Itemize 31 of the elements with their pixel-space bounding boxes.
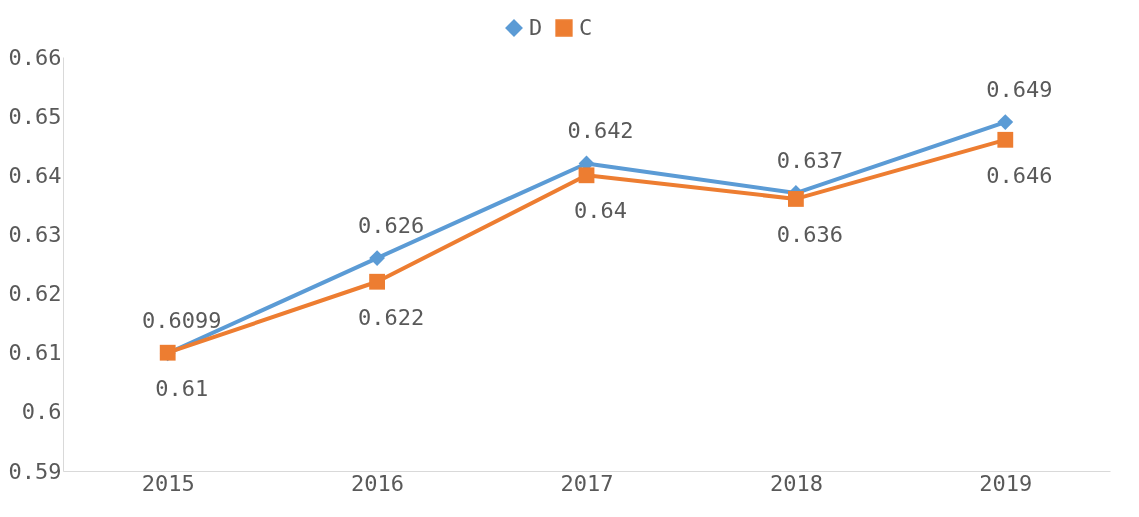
data-label: 0.637 bbox=[776, 148, 844, 174]
x-tick-label: 2015 bbox=[141, 470, 195, 496]
x-tick-label: 2019 bbox=[979, 470, 1033, 496]
data-label: 0.642 bbox=[567, 118, 634, 144]
point bbox=[787, 191, 804, 207]
point bbox=[369, 250, 386, 266]
data-label: 0.646 bbox=[986, 162, 1053, 188]
legend-label: C bbox=[579, 15, 593, 40]
data-label: 0.626 bbox=[357, 213, 425, 239]
x-tick-label: 2016 bbox=[351, 470, 405, 496]
data-label: 0.6099 bbox=[141, 308, 222, 334]
point bbox=[997, 131, 1014, 148]
y-tick-label: 0.64 bbox=[8, 162, 62, 188]
data-label: 0.61 bbox=[155, 375, 209, 401]
data-label: 0.622 bbox=[357, 304, 425, 330]
data-label: 0.649 bbox=[986, 77, 1053, 103]
y-tick-label: 0.59 bbox=[8, 458, 62, 484]
x-tick-label: 2017 bbox=[560, 470, 614, 496]
y-tick-label: 0.65 bbox=[8, 103, 62, 129]
y-tick-label: 0.66 bbox=[8, 44, 62, 70]
point bbox=[997, 114, 1014, 130]
y-tick-label: 0.61 bbox=[8, 340, 62, 366]
legend-label: D bbox=[529, 15, 543, 40]
y-tick-label: 0.62 bbox=[8, 281, 62, 307]
data-label: 0.64 bbox=[574, 198, 627, 224]
x-tick-label: 2018 bbox=[769, 470, 823, 496]
y-tick-label: 0.63 bbox=[8, 221, 62, 247]
y-tick-label: 0.6 bbox=[21, 399, 62, 425]
point bbox=[369, 273, 386, 290]
point bbox=[578, 167, 595, 184]
data-label: 0.636 bbox=[776, 221, 844, 247]
